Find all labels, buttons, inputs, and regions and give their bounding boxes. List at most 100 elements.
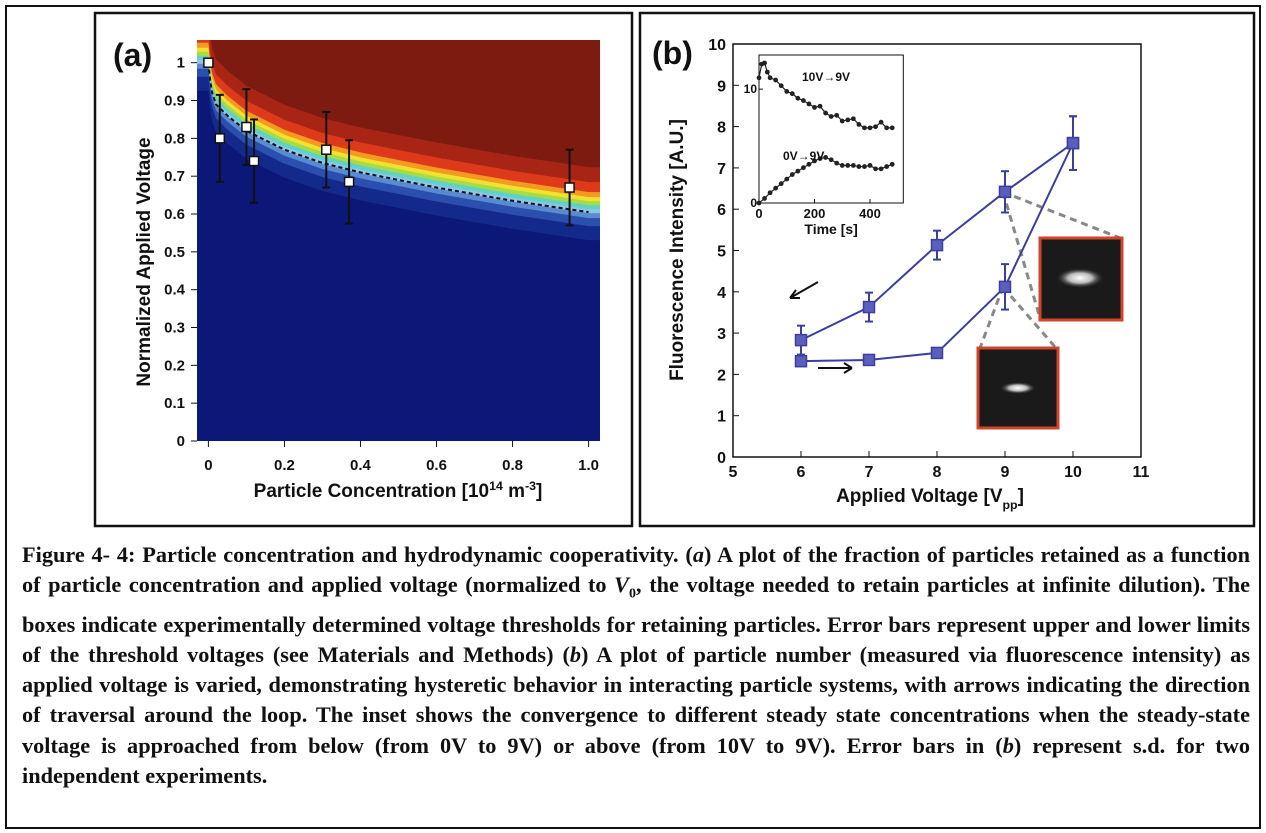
inset-point: [784, 89, 790, 94]
caption-run: Figure 4- 4: Particle concentration and …: [22, 542, 693, 567]
data-point: [794, 354, 808, 368]
label-run: -3: [525, 479, 536, 493]
data-point: [248, 155, 260, 167]
inset-point: [834, 160, 840, 166]
inset-point: [817, 103, 823, 109]
inset-point: [795, 95, 801, 101]
inset-point: [873, 166, 878, 172]
label-run: Particle Concentration [10: [254, 481, 489, 502]
map-band: [197, 40, 600, 168]
y-tick-label: 0.1: [164, 395, 185, 412]
x-tick-label: 0.4: [350, 457, 372, 474]
caption-run: ) A plot of particle number (measured vi…: [22, 642, 1250, 758]
caption-run: , the voltage needed to retain particles…: [22, 572, 1250, 668]
connector: [978, 286, 1005, 349]
inset-point: [856, 122, 862, 127]
inset-series-label: 10V→9V: [802, 70, 850, 84]
inset-point: [773, 77, 779, 83]
inset-point: [801, 98, 806, 103]
y-tick-label: 0: [717, 450, 726, 467]
y-axis-title: Fluorescence Intensity [A.U.]: [667, 119, 688, 381]
y-tick-label: 3: [717, 326, 726, 343]
panel-b-frame: [638, 11, 1256, 528]
inset-point: [812, 104, 817, 110]
x-axis-title: Applied Voltage [Vpp]: [836, 486, 1024, 512]
inset-point: [773, 185, 779, 191]
data-point: [998, 185, 1012, 199]
inset-point: [756, 75, 762, 81]
y-tick-label: 0.5: [164, 244, 185, 261]
y-tick-label: 0.9: [164, 93, 185, 110]
label-run: ]: [1018, 486, 1024, 507]
inset-point: [850, 163, 856, 168]
inset-point: [878, 119, 884, 125]
label-run: Applied Voltage [V: [836, 486, 1003, 507]
caption-run: ) A plot of the fraction of particles re…: [22, 542, 1250, 598]
inset-y-tick-label: 0: [750, 196, 757, 210]
inset-y-tick-label: 10: [744, 82, 758, 96]
direction-arrow: [789, 281, 819, 299]
inset-x-tick-label: 0: [755, 206, 762, 221]
inset-point: [828, 114, 834, 119]
inset-point: [884, 164, 890, 169]
y-tick-label: 8: [717, 120, 726, 137]
x-tick-label: 1.0: [578, 457, 599, 474]
y-tick-label: 0.4: [164, 282, 186, 299]
inset-point: [764, 69, 770, 75]
inset-point: [862, 164, 867, 169]
inset-point: [850, 116, 856, 122]
y-tick-label: 9: [717, 78, 726, 95]
inset-point: [867, 163, 873, 168]
label-run: 14: [489, 479, 503, 493]
inset-point: [839, 118, 845, 124]
y-tick-label: 2: [717, 367, 726, 384]
x-tick-label: 0: [204, 457, 212, 474]
caption: Figure 4- 4: Particle concentration and …: [22, 540, 1250, 791]
data-point: [321, 144, 332, 155]
data-point: [998, 280, 1012, 294]
inset-point: [873, 124, 878, 130]
panel-label: (a): [113, 37, 152, 73]
panel-label: (b): [652, 35, 693, 71]
data-point: [564, 182, 575, 193]
threshold-curve: [207, 62, 589, 214]
inset-point: [806, 161, 812, 167]
caption-run: V: [614, 572, 630, 598]
inset-point: [795, 168, 801, 174]
inset-point: [767, 190, 773, 196]
y-tick-label: 0.7: [164, 168, 185, 185]
inset-point: [762, 60, 767, 66]
inset-point: [889, 125, 895, 131]
x-axis-title: Particle Concentration [1014 m-3]: [254, 479, 543, 502]
inset-point: [756, 200, 762, 206]
inset-point: [762, 196, 767, 201]
connector: [1002, 190, 1121, 240]
y-tick-label: 0.8: [164, 130, 185, 147]
inset-point: [778, 181, 784, 187]
x-tick-label: 0.2: [274, 457, 295, 474]
inset-point: [806, 101, 812, 107]
y-tick-label: 0.2: [164, 357, 185, 374]
label-run: pp: [1003, 498, 1019, 512]
data-point: [862, 300, 876, 314]
data-point: [214, 133, 226, 144]
x-tick-label: 9: [1001, 464, 1010, 481]
panel-a-frame: [93, 11, 634, 528]
outer-frame: [5, 5, 1261, 829]
inset-point: [812, 158, 817, 164]
label-run: ]: [536, 481, 542, 502]
x-tick-label: 8: [933, 464, 942, 481]
connector: [1001, 286, 1058, 349]
inset-point: [845, 163, 851, 168]
inset-point: [784, 176, 790, 182]
data-point: [343, 176, 355, 188]
caption-run: 0: [629, 586, 637, 602]
inset-point: [867, 125, 873, 131]
inset-x-axis-title: Time [s]: [804, 221, 857, 237]
inset-point: [856, 164, 862, 169]
inset-point: [789, 91, 795, 97]
data-point: [1066, 136, 1080, 150]
x-tick-label: 0.8: [502, 457, 523, 474]
inset-point: [817, 156, 823, 162]
direction-arrow: [818, 362, 853, 374]
